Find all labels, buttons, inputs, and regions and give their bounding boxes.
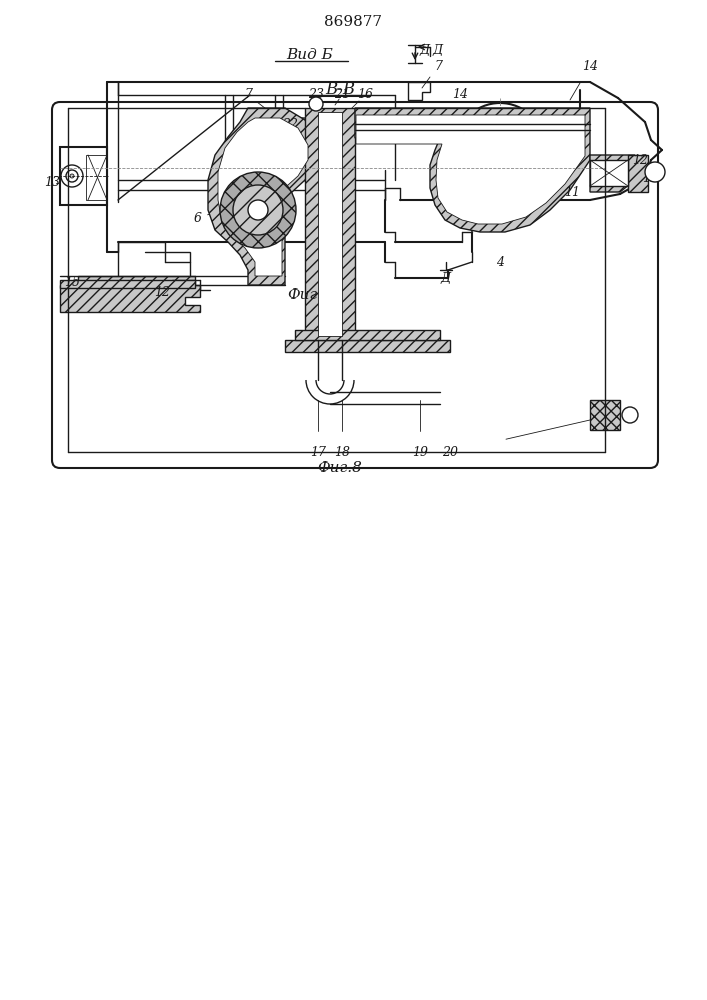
Text: 7: 7 (434, 60, 442, 73)
Circle shape (480, 128, 520, 168)
Text: 23: 23 (308, 89, 324, 102)
Circle shape (645, 162, 665, 182)
Text: 6: 6 (194, 212, 202, 225)
Text: Фиг.8: Фиг.8 (317, 461, 363, 475)
Text: 13: 13 (642, 172, 658, 184)
Polygon shape (60, 280, 195, 288)
Polygon shape (590, 400, 620, 430)
Polygon shape (408, 82, 430, 100)
Polygon shape (295, 330, 440, 340)
Polygon shape (60, 285, 200, 312)
Polygon shape (86, 155, 107, 200)
Circle shape (309, 97, 323, 111)
Text: 16: 16 (357, 89, 373, 102)
Polygon shape (78, 276, 195, 285)
Text: 21: 21 (334, 89, 350, 102)
Text: 15: 15 (64, 275, 80, 288)
Text: Д: Д (420, 43, 430, 56)
Polygon shape (305, 108, 355, 340)
Text: 22: 22 (282, 118, 298, 131)
Circle shape (66, 170, 78, 182)
Polygon shape (296, 118, 316, 138)
Text: Д: Д (433, 43, 443, 56)
Text: 12: 12 (154, 286, 170, 298)
Circle shape (220, 172, 296, 248)
Text: 4: 4 (496, 255, 504, 268)
Circle shape (468, 116, 532, 180)
Text: 7: 7 (244, 89, 252, 102)
FancyBboxPatch shape (52, 102, 658, 468)
Polygon shape (60, 147, 107, 205)
Polygon shape (118, 242, 190, 288)
Circle shape (233, 185, 283, 235)
Polygon shape (208, 108, 315, 285)
Text: 17: 17 (310, 446, 326, 458)
Polygon shape (285, 340, 450, 352)
Circle shape (70, 174, 74, 178)
Polygon shape (355, 108, 590, 232)
Circle shape (455, 103, 545, 193)
Polygon shape (590, 160, 628, 186)
Text: 13: 13 (44, 176, 60, 190)
Text: 11: 11 (564, 186, 580, 198)
Text: Фиг.7: Фиг.7 (288, 288, 332, 302)
Polygon shape (628, 155, 648, 192)
Text: 12: 12 (632, 153, 648, 166)
Polygon shape (218, 118, 308, 276)
Polygon shape (356, 115, 585, 224)
Circle shape (492, 140, 508, 156)
Circle shape (248, 200, 268, 220)
Polygon shape (318, 112, 342, 336)
Text: Д: Д (441, 271, 451, 284)
Text: 19: 19 (412, 446, 428, 458)
Circle shape (622, 407, 638, 423)
Text: 18: 18 (334, 446, 350, 458)
Text: 869877: 869877 (324, 15, 382, 29)
Text: 14: 14 (452, 89, 468, 102)
Text: В-В: В-В (325, 82, 355, 99)
Polygon shape (590, 155, 635, 192)
Text: 20: 20 (442, 446, 458, 458)
Circle shape (61, 165, 83, 187)
Text: 14: 14 (582, 60, 598, 73)
Text: Вид Б: Вид Б (286, 48, 334, 62)
